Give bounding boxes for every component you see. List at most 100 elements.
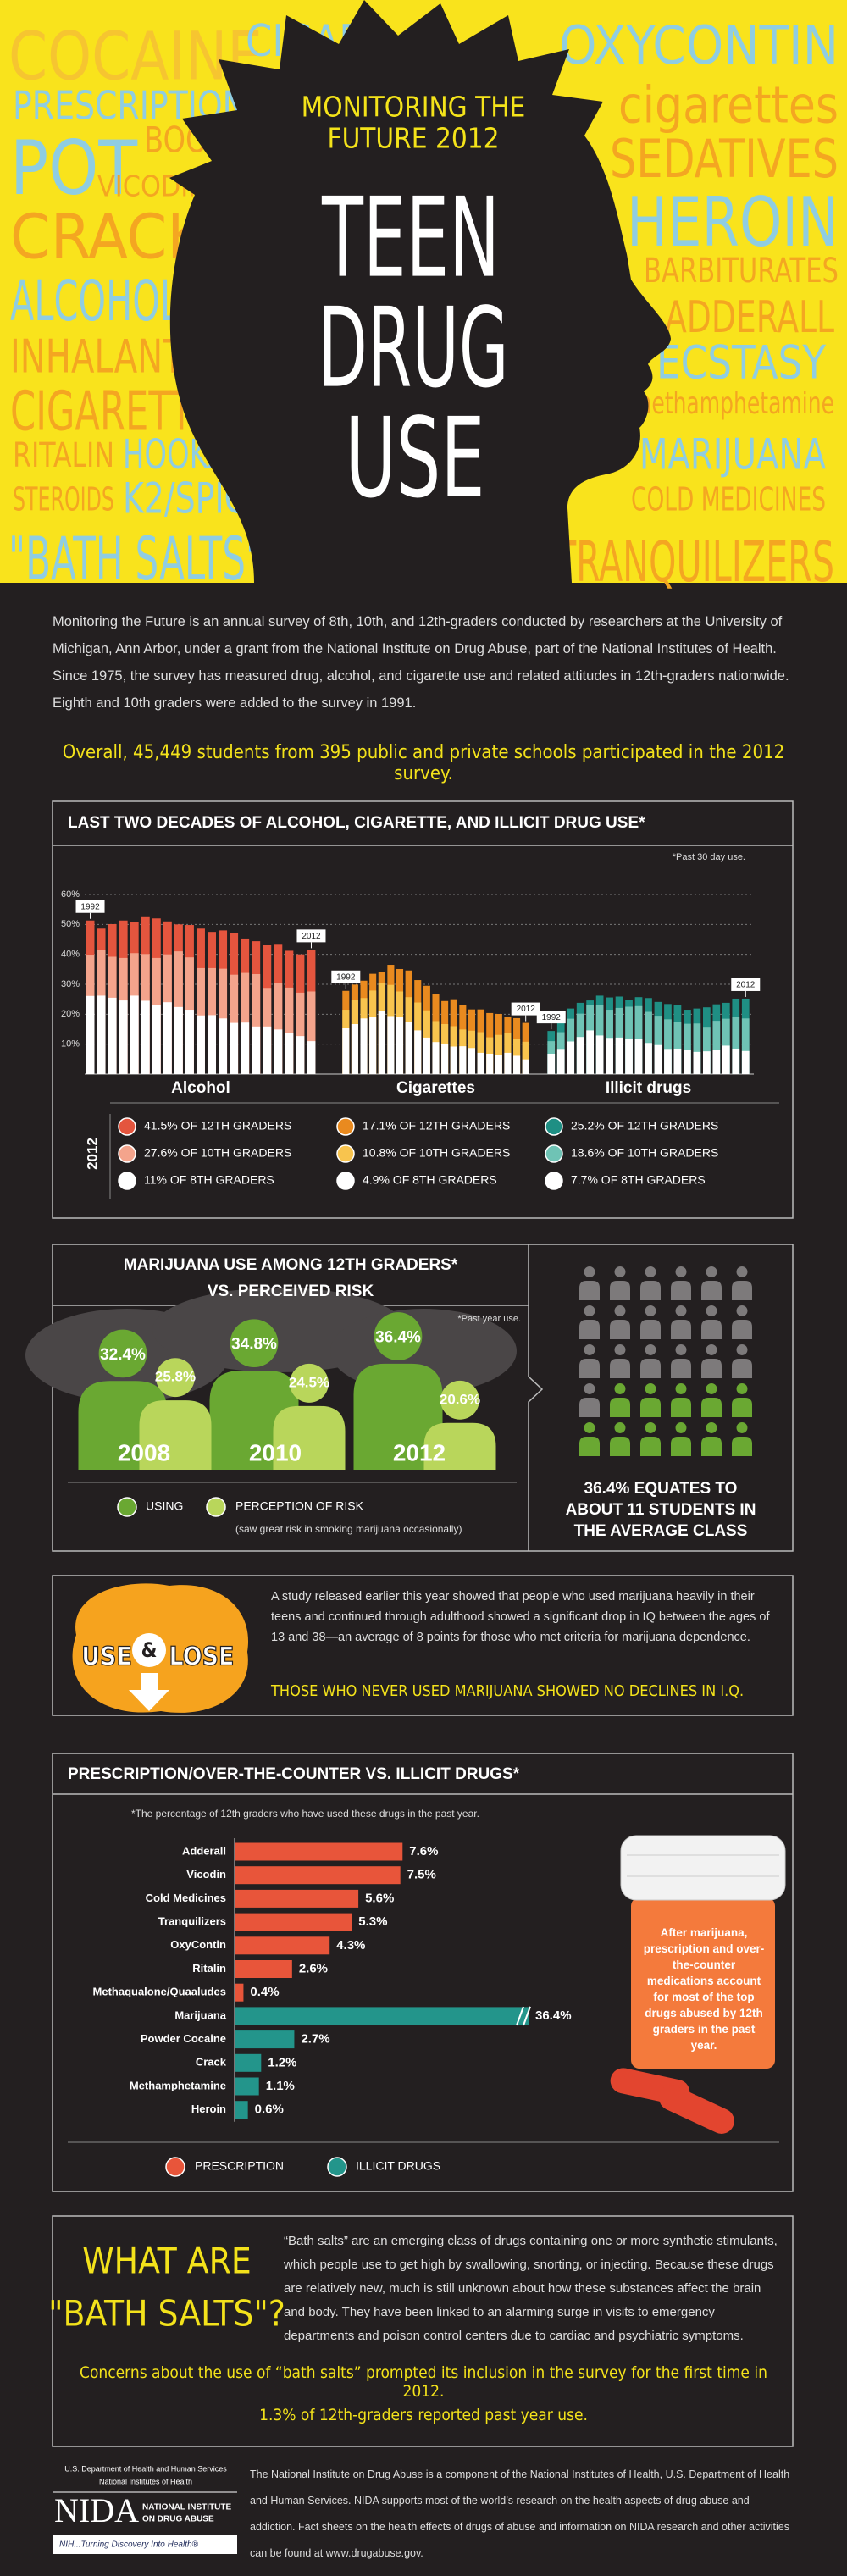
bar	[235, 2053, 262, 2072]
bar	[654, 1044, 662, 1074]
background-word: OXYCONTIN	[559, 14, 839, 76]
bar	[307, 1041, 316, 1074]
student-icon	[671, 1305, 691, 1339]
bar	[285, 987, 294, 1074]
head-silhouette	[169, 0, 671, 583]
bar	[645, 1043, 652, 1074]
legend-icon	[117, 1497, 137, 1517]
agency: National Institutes of Health	[99, 2477, 192, 2485]
y-tick-label: 10%	[61, 1039, 80, 1050]
badge-circle	[132, 1633, 166, 1667]
logo-name: NATIONAL INSTITUTE	[142, 2503, 232, 2512]
bar	[732, 1048, 740, 1074]
chart-title: PRESCRIPTION/OVER-THE-COUNTER VS. ILLICI…	[68, 1765, 520, 1783]
background-word: POT	[10, 125, 138, 212]
value-label: 7.6%	[409, 1844, 438, 1859]
legend-label: 10.8% OF 10TH GRADERS	[363, 1146, 510, 1160]
value-label: 2.7%	[301, 2032, 329, 2047]
bar	[693, 1023, 701, 1074]
bar	[174, 1006, 183, 1074]
bar	[693, 1051, 701, 1074]
bar	[634, 1039, 643, 1074]
group-label: Alcohol	[171, 1079, 230, 1097]
background-word: RITALIN	[13, 436, 114, 475]
x-tick-label: 2012	[302, 932, 321, 941]
student-icon	[579, 1383, 600, 1417]
bar	[504, 1052, 512, 1074]
bar	[405, 1022, 412, 1074]
y-tick-label: Powder Cocaine	[141, 2032, 226, 2045]
bar	[235, 1913, 352, 1931]
person-bar	[139, 1358, 212, 1470]
group-label: Cigarettes	[396, 1079, 475, 1097]
bath-salts-heading: "BATH SALTS"?	[48, 2293, 285, 2335]
bath-salts-paragraph: “Bath salts” are an emerging class of dr…	[284, 2234, 778, 2343]
x-tick-label: 2010	[249, 1439, 302, 1465]
value-label: 25.8%	[155, 1369, 196, 1385]
background-word: MARIJUANA	[639, 430, 826, 479]
bar	[712, 1050, 721, 1074]
y-tick-label: 60%	[61, 889, 80, 900]
x-tick-label: 1992	[336, 972, 356, 982]
bar	[673, 1048, 682, 1074]
legend-label: 4.9% OF 8TH GRADERS	[363, 1173, 497, 1187]
bar	[141, 1000, 150, 1074]
bar	[432, 1042, 440, 1074]
bar	[252, 973, 261, 1074]
bar	[664, 1049, 672, 1074]
value-label: 2.6%	[299, 1961, 328, 1975]
student-icon	[732, 1383, 752, 1417]
student-icon	[732, 1422, 752, 1456]
bar	[702, 1027, 711, 1074]
bar	[285, 1033, 294, 1074]
student-icon	[610, 1383, 630, 1417]
student-icon	[701, 1383, 722, 1417]
bar	[606, 1038, 613, 1074]
panel	[52, 1244, 794, 1552]
bar	[197, 1015, 205, 1074]
value-label: 36.4%	[535, 2008, 572, 2023]
value-label: 24.5%	[289, 1374, 329, 1390]
bar	[722, 1045, 730, 1074]
legend-label: 11% OF 8TH GRADERS	[144, 1173, 274, 1187]
legend-icon	[118, 1172, 136, 1190]
background-word: HEROIN	[627, 183, 839, 262]
legend-icon	[545, 1172, 563, 1190]
x-tick-label: 2012	[517, 1005, 536, 1014]
arrow	[129, 1673, 169, 1711]
y-tick-label: Heroin	[191, 2102, 226, 2115]
word-cloud: COCAINECIGARSOXYCONTINPRESCRIPTIONScigar…	[8, 14, 839, 595]
class-caption: 36.4% EQUATES TO	[584, 1480, 738, 1498]
bar	[586, 1030, 595, 1074]
intro-paragraph: Monitoring the Future is an annual surve…	[53, 614, 789, 711]
bar	[360, 1018, 368, 1074]
bar	[274, 983, 283, 1074]
tagline: NIH...Turning Discovery Into Health®	[59, 2540, 199, 2550]
callout-box	[296, 929, 326, 943]
bar	[522, 1059, 529, 1074]
bar	[185, 1010, 194, 1074]
class-caption: THE AVERAGE CLASS	[574, 1522, 748, 1540]
badge-text: LOSE	[169, 1643, 235, 1672]
value-label: 5.3%	[358, 1914, 387, 1929]
bar	[130, 995, 139, 1074]
bar	[235, 2101, 248, 2119]
student-icon	[701, 1422, 722, 1456]
bar	[241, 1022, 250, 1074]
student-icon	[610, 1266, 630, 1300]
main-title: TEEN	[321, 174, 500, 302]
legend-title: 2012	[84, 1138, 100, 1170]
student-icon	[671, 1422, 691, 1456]
bar	[208, 1015, 217, 1074]
y-tick-label: Marijuana	[174, 2008, 226, 2021]
bar	[235, 2030, 295, 2049]
bar	[495, 1034, 502, 1074]
callout-box	[511, 1002, 540, 1016]
badge-text: &	[141, 1638, 158, 1662]
bath-salts-heading: WHAT ARE	[82, 2241, 251, 2282]
y-tick-label: Tranquilizers	[158, 1915, 226, 1928]
legend-icon	[336, 1144, 355, 1163]
x-tick-label: 2008	[118, 1439, 170, 1465]
bar	[263, 1026, 272, 1074]
